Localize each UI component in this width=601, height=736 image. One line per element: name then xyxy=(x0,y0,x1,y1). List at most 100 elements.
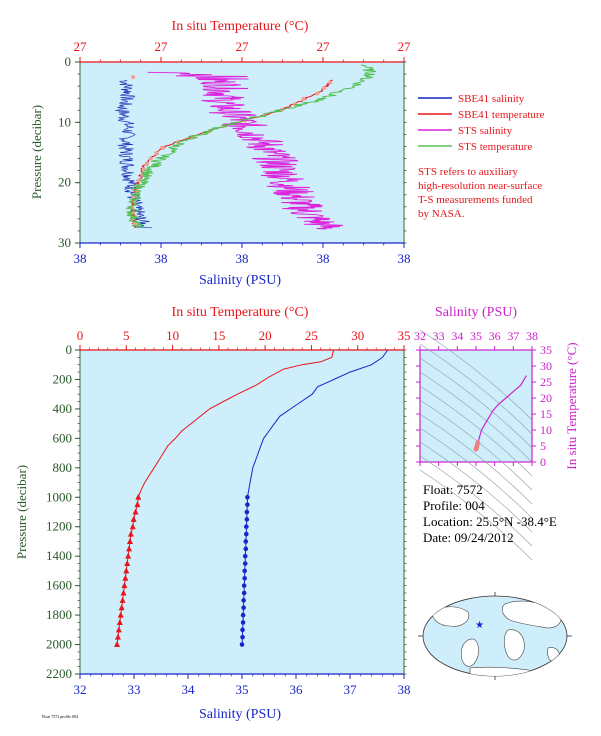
ts-temp-label: In situ Temperature (°C) xyxy=(564,342,579,469)
main-pressure-tick-label: 1400 xyxy=(46,548,72,563)
sts-note-line-3: T-S measurements funded xyxy=(418,194,533,206)
main-sal-marker xyxy=(244,531,249,537)
ts-curve xyxy=(477,375,527,443)
sbe41-temp-point xyxy=(301,96,306,101)
top-panel-series xyxy=(115,64,377,230)
main-sal-marker xyxy=(241,605,246,611)
density-contour xyxy=(419,329,533,421)
main-pressure-tick-label: 200 xyxy=(53,371,73,386)
main-pressure-tick-label: 400 xyxy=(53,401,73,416)
ts-sal-tick-label: 33 xyxy=(433,329,445,343)
main-temp-marker xyxy=(124,560,131,567)
float-info: Float: 7572 Profile: 004 Location: 25.5°… xyxy=(423,482,557,545)
main-temp-marker xyxy=(119,596,126,603)
main-temp-tick-label: 15 xyxy=(212,328,225,343)
main-panel-pressure-label: Pressure (decibar) xyxy=(14,465,29,559)
ts-salinity-label: Salinity (PSU) xyxy=(435,305,517,320)
top-sal-tick-label: 38 xyxy=(317,251,330,266)
sbe41-temp-point xyxy=(141,167,146,172)
ts-sal-tick-label: 38 xyxy=(526,329,538,343)
sbe41-temp-point xyxy=(131,75,136,80)
main-sal-marker xyxy=(240,620,246,625)
main-temp-tick-label: 35 xyxy=(398,328,411,343)
float-location-marker: ★ xyxy=(475,620,484,631)
legend-label: SBE41 temperature xyxy=(458,109,545,121)
density-contour xyxy=(419,427,533,519)
density-contour xyxy=(419,371,533,463)
legend-label: STS salinity xyxy=(458,125,513,137)
main-temp-marker xyxy=(132,508,139,515)
series-sts-salinity xyxy=(147,71,344,230)
main-temp-tick-label: 30 xyxy=(351,328,364,343)
main-temp-marker xyxy=(117,611,124,618)
main-panel-salinity-ticks: 32 33 34 35 36 37 38 xyxy=(74,674,411,697)
main-pressure-tick-label: 1600 xyxy=(46,578,72,593)
top-temp-tick-label: 27 xyxy=(398,39,412,54)
main-temp-tick-label: 20 xyxy=(259,328,272,343)
main-pressure-tick-label: 0 xyxy=(66,342,73,357)
ts-sal-tick-label: 34 xyxy=(451,329,463,343)
series-sts-temperature xyxy=(126,64,377,228)
top-panel-pressure-label: Pressure (decibar) xyxy=(29,105,44,199)
main-sal-tick-label: 38 xyxy=(398,682,411,697)
top-sal-tick-label: 38 xyxy=(398,251,411,266)
main-sal-marker xyxy=(242,553,248,559)
main-sal-marker xyxy=(244,524,249,530)
main-sal-marker xyxy=(242,575,247,581)
main-temp-tick-label: 5 xyxy=(123,328,130,343)
legend-label: STS temperature xyxy=(458,141,532,153)
main-temp-marker xyxy=(127,530,134,537)
main-sal-marker xyxy=(241,583,247,588)
ts-temp-tick-label: 25 xyxy=(540,375,552,389)
main-temp-marker xyxy=(121,582,128,589)
top-panel-temp-axis-label: In situ Temperature (°C) xyxy=(172,19,309,34)
date: Date: 09/24/2012 xyxy=(423,530,514,545)
top-pressure-tick-label: 0 xyxy=(65,54,72,69)
main-panel-pressure-ticks: 0 200 400 600 800 1000 1200 1400 1600 1800 2000 220… xyxy=(46,342,407,681)
ts-sal-tick-label: 32 xyxy=(414,329,426,343)
main-sal-marker xyxy=(239,642,245,647)
main-pressure-tick-label: 2000 xyxy=(46,637,72,652)
main-panel-plot-area xyxy=(79,349,405,675)
ts-temp-tick-label: 10 xyxy=(540,423,552,437)
top-pressure-tick-label: 10 xyxy=(58,114,71,129)
main-temp-marker xyxy=(126,545,133,552)
sbe41-temp-point xyxy=(148,156,153,161)
main-panel-series xyxy=(114,349,389,648)
main-pressure-tick-label: 800 xyxy=(53,460,73,475)
sbe41-temp-point xyxy=(159,145,164,150)
main-panel-temp-axis-label: In situ Temperature (°C) xyxy=(172,305,309,320)
ts-salinity-ticks: 32 33 34 35 36 37 38 xyxy=(414,329,538,466)
main-temp-marker xyxy=(123,567,130,574)
main-sal-marker xyxy=(240,627,245,633)
sbe41-temp-point xyxy=(315,91,320,96)
density-contour xyxy=(419,455,533,547)
main-pressure-tick-label: 1800 xyxy=(46,607,72,622)
ts-deep-point xyxy=(473,446,479,452)
top-temp-tick-label: 27 xyxy=(317,39,331,54)
top-sal-tick-label: 38 xyxy=(155,251,168,266)
footer-text: Float 7572 profile 004 xyxy=(42,714,78,719)
main-sal-tick-label: 33 xyxy=(128,682,141,697)
profile-id: Profile: 004 xyxy=(423,498,485,513)
ts-temp-tick-label: 20 xyxy=(540,391,552,405)
legend: SBE41 salinity SBE41 temperature STS salin… xyxy=(418,93,545,153)
density-contour xyxy=(419,469,533,561)
top-temp-tick-label: 27 xyxy=(236,39,250,54)
main-pressure-tick-label: 600 xyxy=(53,430,73,445)
main-sal-tick-label: 32 xyxy=(74,682,87,697)
main-temp-marker xyxy=(126,537,133,544)
main-temp-marker xyxy=(135,493,142,500)
ts-sal-tick-label: 37 xyxy=(507,329,519,343)
main-temp-tick-label: 10 xyxy=(166,328,179,343)
top-temp-tick-label: 27 xyxy=(74,39,88,54)
float-id: Float: 7572 xyxy=(423,482,483,497)
top-panel-salinity-label: Salinity (PSU) xyxy=(199,273,281,288)
main-sal-marker xyxy=(245,502,250,507)
near-surface-panel: In situ Temperature (°C) 27 27 27 27 27 0 10 2… xyxy=(29,19,545,288)
main-panel-salinity-label: Salinity (PSU) xyxy=(199,707,281,722)
main-sal-marker xyxy=(241,598,246,603)
main-sal-marker xyxy=(240,612,246,618)
sts-note-line-4: by NASA. xyxy=(418,208,465,220)
main-sal-tick-label: 36 xyxy=(290,682,304,697)
